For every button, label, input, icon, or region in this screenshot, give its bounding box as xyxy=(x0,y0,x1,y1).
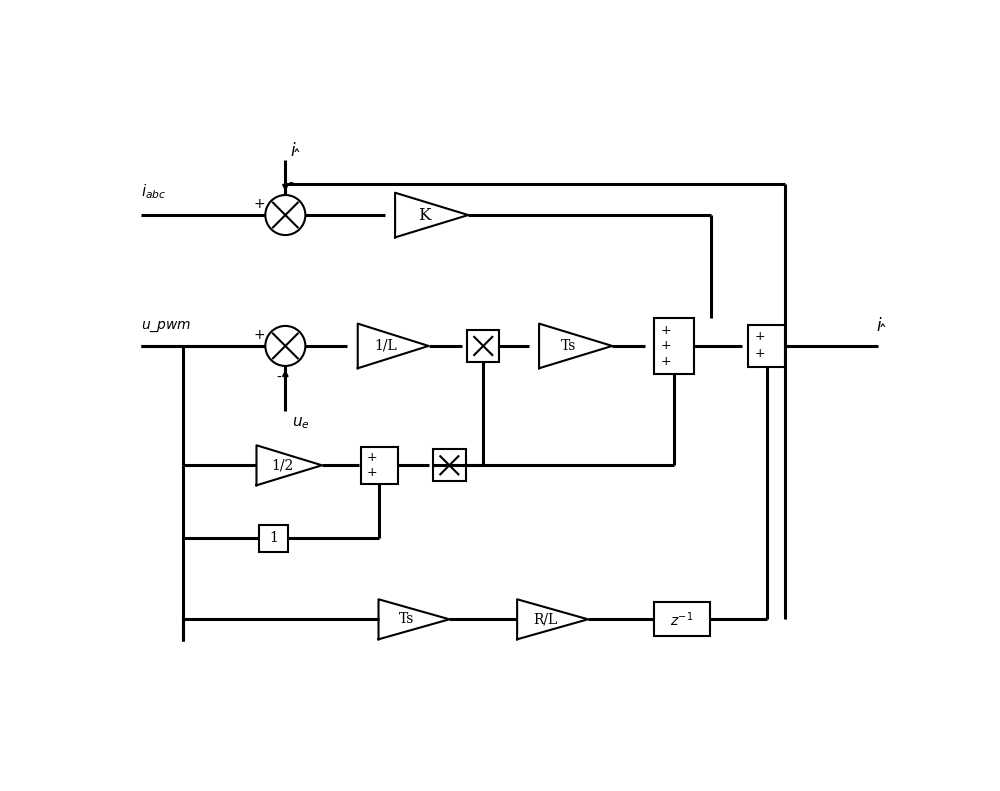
Text: +: + xyxy=(367,467,378,479)
Text: R/L: R/L xyxy=(533,612,558,626)
Text: $i\hat{\,}$: $i\hat{\,}$ xyxy=(876,317,886,335)
Text: +: + xyxy=(253,197,265,211)
Text: +: + xyxy=(660,355,671,368)
Text: $z^{-1}$: $z^{-1}$ xyxy=(670,610,694,629)
Text: -: - xyxy=(277,371,282,385)
Text: 1: 1 xyxy=(269,532,278,546)
Text: +: + xyxy=(253,328,265,343)
Text: 1/L: 1/L xyxy=(375,339,397,353)
Text: 1/2: 1/2 xyxy=(272,458,294,472)
Text: -: - xyxy=(288,176,293,191)
Bar xyxy=(654,603,710,636)
Text: +: + xyxy=(754,330,765,343)
Text: K: K xyxy=(418,206,431,224)
Text: +: + xyxy=(660,339,671,353)
Text: +: + xyxy=(660,324,671,337)
Bar xyxy=(361,447,398,484)
Text: $u_e$: $u_e$ xyxy=(292,415,309,431)
Bar xyxy=(654,318,694,373)
Bar xyxy=(748,325,785,367)
Text: +: + xyxy=(367,451,378,464)
Text: $u\_pwm$: $u\_pwm$ xyxy=(141,320,192,334)
Text: Ts: Ts xyxy=(561,339,576,353)
Bar xyxy=(433,449,466,482)
Bar xyxy=(467,330,499,362)
Text: $i\hat{\,}$: $i\hat{\,}$ xyxy=(290,142,300,160)
Text: $i_{abc}$: $i_{abc}$ xyxy=(141,183,167,201)
Text: +: + xyxy=(754,347,765,360)
Bar xyxy=(259,525,288,551)
Text: Ts: Ts xyxy=(399,612,415,626)
